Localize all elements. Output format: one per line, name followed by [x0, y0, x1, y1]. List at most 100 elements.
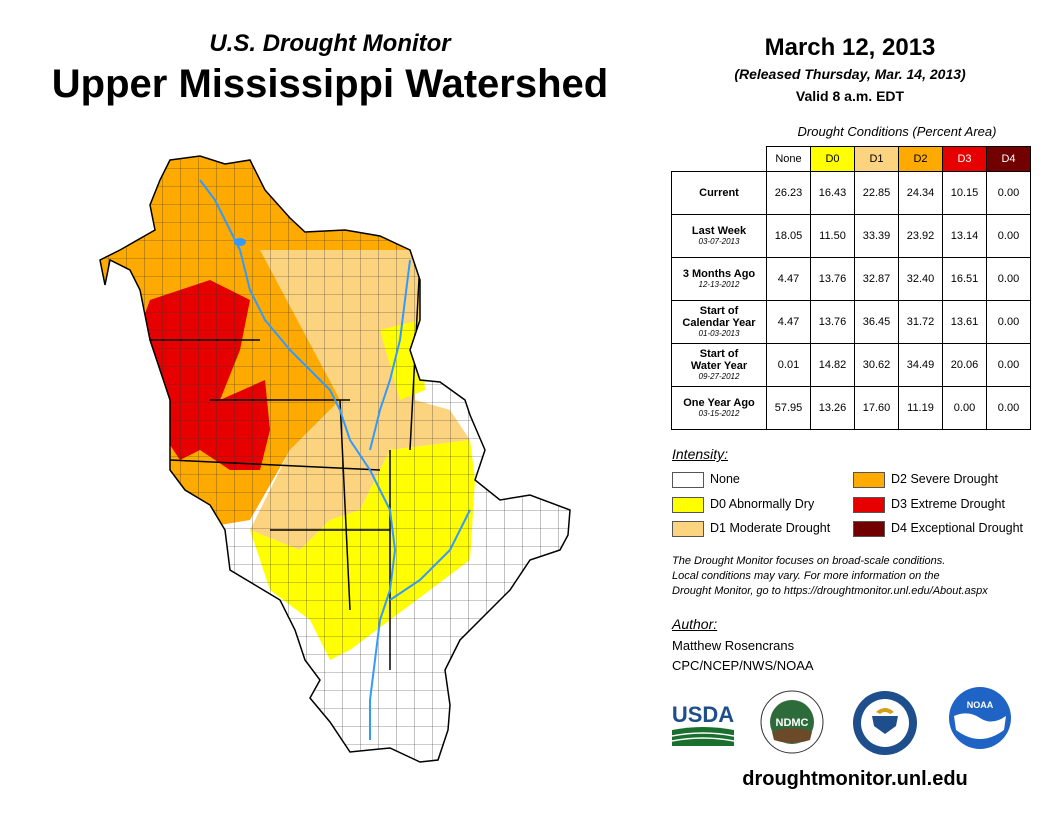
release-date: (Released Thursday, Mar. 14, 2013) [734, 66, 966, 82]
table-row: Start of Calendar Year 01-03-2013 4.47 13.76… [671, 300, 1031, 344]
row-label: 3 Months Ago 12-13-2012 [671, 257, 767, 301]
commerce-seal [853, 691, 917, 755]
table-cell: 20.06 [942, 343, 987, 387]
noaa-logo-text: NOAA [967, 700, 994, 710]
table-row: One Year Ago 03-15-2012 57.95 13.26 17.60 11.… [671, 386, 1031, 430]
usda-logo-text: USDA [672, 702, 734, 727]
legend-label: D1 Moderate Drought [710, 521, 831, 535]
table-cell: 0.00 [986, 386, 1031, 430]
table-cell: 13.76 [810, 257, 855, 301]
legend-label: D2 Severe Drought [891, 472, 999, 486]
row-date: 03-15-2012 [698, 409, 740, 418]
table-cell: 0.00 [986, 300, 1031, 344]
table-cell: 16.51 [942, 257, 987, 301]
table-cell: 32.40 [898, 257, 943, 301]
row-date: 12-13-2012 [698, 280, 740, 289]
table-cell: 22.85 [854, 171, 899, 215]
table-row: Start of Water Year 09-27-2012 0.01 14.82 30.… [671, 343, 1031, 387]
table-cell: 24.34 [898, 171, 943, 215]
website-url[interactable]: droughtmonitor.unl.edu [742, 768, 968, 790]
noaa-logo: NOAA [949, 687, 1011, 749]
author-label: Author: [672, 616, 718, 632]
state-boundaries [150, 259, 421, 670]
legend-swatch-none [672, 471, 704, 488]
table-cell: 30.62 [854, 343, 899, 387]
legend-label: None [710, 472, 740, 486]
row-label-main: Current [699, 187, 739, 199]
valid-time: Valid 8 a.m. EDT [795, 88, 905, 104]
gull-icon [954, 713, 1006, 739]
table-cell: 23.92 [898, 214, 943, 258]
row-label: Start of Water Year 09-27-2012 [671, 343, 767, 387]
legend-swatch-d2 [853, 471, 885, 488]
table-corner [671, 146, 767, 172]
col-d1: D1 [854, 146, 899, 172]
table-cell: 13.14 [942, 214, 987, 258]
row-label-main: One Year Ago [683, 397, 755, 409]
col-d2: D2 [898, 146, 943, 172]
usda-logo-stripes [671, 732, 735, 742]
table-cell: 0.00 [942, 386, 987, 430]
map-title: Upper Mississippi Watershed [51, 62, 609, 106]
col-d4: D4 [986, 146, 1031, 172]
table-cell: 11.50 [810, 214, 855, 258]
table-cell: 13.26 [810, 386, 855, 430]
row-label-main: Last Week [691, 225, 747, 237]
ndmc-logo: NDMC [760, 690, 824, 754]
table-cell: 0.00 [986, 343, 1031, 387]
table-header-row: None D0 D1 D2 D3 D4 [671, 146, 1031, 172]
ndmc-logo-text: NDMC [776, 717, 809, 729]
map-date: March 12, 2013 [764, 34, 936, 61]
row-label-main: Start of [699, 305, 739, 317]
table-cell: 0.00 [986, 214, 1031, 258]
table-cell: 18.05 [766, 214, 811, 258]
row-label: One Year Ago 03-15-2012 [671, 386, 767, 430]
legend-item-d0: D0 Abnormally Dry [672, 495, 814, 513]
table-cell: 0.00 [986, 171, 1031, 215]
legend-swatch-d4 [853, 520, 885, 537]
table-row: Current 26.23 16.43 22.85 24.34 10.15 0.00 [671, 171, 1031, 215]
usda-logo-field [672, 727, 734, 746]
lake-icon [234, 238, 246, 246]
eagle-icon [876, 708, 894, 714]
row-date: 01-03-2013 [698, 329, 740, 338]
table-cell: 13.61 [942, 300, 987, 344]
legend-label: D4 Exceptional Drought [891, 521, 1024, 535]
disclaimer-note: The Drought Monitor focuses on broad-sca… [672, 554, 1042, 599]
map-subtitle: U.S. Drought Monitor [209, 30, 451, 57]
table-row: Last Week 03-07-2013 18.05 11.50 33.39 23.92 1… [671, 214, 1031, 258]
legend-swatch-d3 [853, 496, 885, 513]
table-cell: 16.43 [810, 171, 855, 215]
table-cell: 10.15 [942, 171, 987, 215]
note-line: Drought Monitor, go to https://droughtmo… [672, 585, 988, 597]
watershed-map [99, 155, 571, 763]
shield-icon [872, 716, 898, 734]
table-cell: 0.00 [986, 257, 1031, 301]
legend-item-d4: D4 Exceptional Drought [853, 519, 1023, 537]
legend-item-none: None [672, 470, 740, 488]
legend-swatch-d1 [672, 520, 704, 537]
row-label: Start of Calendar Year 01-03-2013 [671, 300, 767, 344]
table-body: Current 26.23 16.43 22.85 24.34 10.15 0.00 Last… [671, 171, 1031, 430]
table-cell: 26.23 [766, 171, 811, 215]
legend-label: D0 Abnormally Dry [710, 497, 815, 511]
table-cell: 13.76 [810, 300, 855, 344]
row-label-main: Start of [699, 348, 739, 360]
table-cell: 4.47 [766, 257, 811, 301]
table-caption: Drought Conditions (Percent Area) [797, 124, 997, 139]
county-grid [100, 156, 570, 762]
table-cell: 32.87 [854, 257, 899, 301]
ndmc-logo-soil [772, 728, 812, 743]
author-name: Matthew Rosencrans [672, 638, 795, 653]
row-label: Current [671, 171, 767, 215]
usda-logo: USDA [671, 702, 735, 746]
row-date: 09-27-2012 [698, 372, 740, 381]
table-row: 3 Months Ago 12-13-2012 4.47 13.76 32.87 32.4… [671, 257, 1031, 301]
row-label-second: Water Year [690, 360, 748, 372]
illinois-river [389, 509, 471, 601]
col-d3: D3 [942, 146, 987, 172]
legend-item-d1: D1 Moderate Drought [672, 519, 830, 537]
table-cell: 0.01 [766, 343, 811, 387]
col-d0: D0 [810, 146, 855, 172]
table-cell: 31.72 [898, 300, 943, 344]
